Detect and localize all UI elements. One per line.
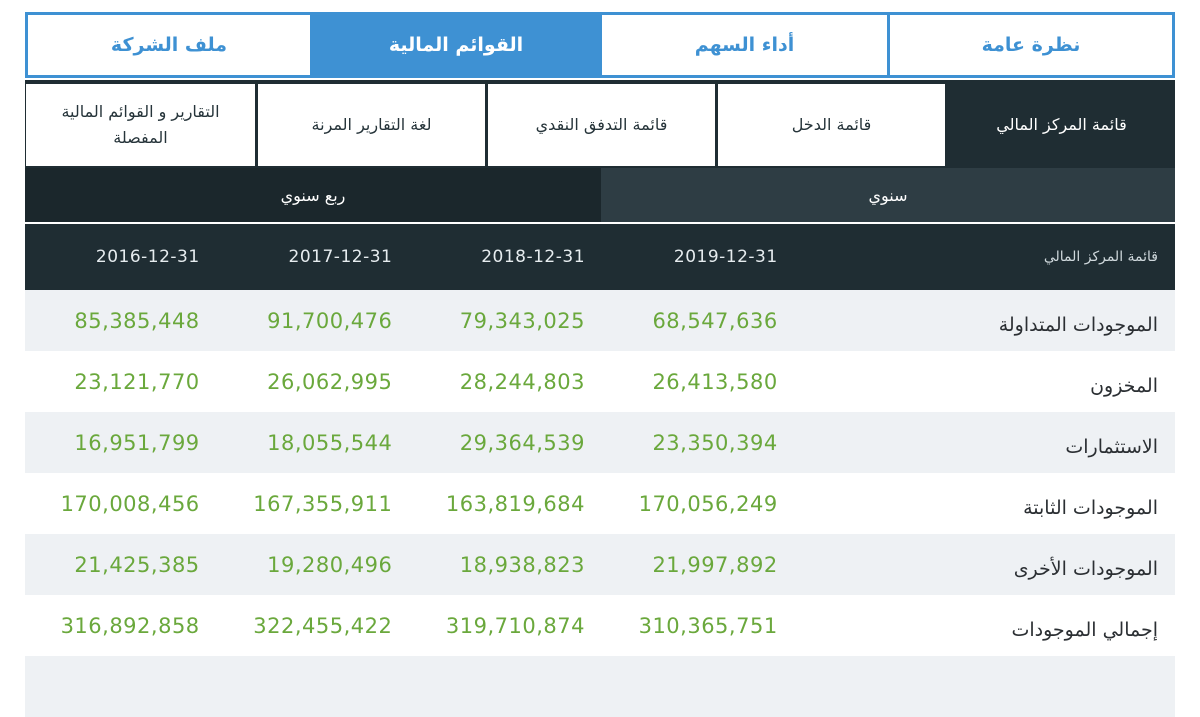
row-label: المخزون — [1090, 374, 1158, 397]
header-label: قائمة المركز المالي — [1043, 249, 1158, 265]
tab-company-profile[interactable]: ملف الشركة — [28, 15, 310, 75]
column-date: 2016-12-31 — [95, 247, 200, 267]
row-value: 18,055,544 — [267, 430, 393, 455]
row-value: 310,365,751 — [638, 613, 778, 638]
tab-overview[interactable]: نظرة عامة — [890, 15, 1172, 75]
table-row — [25, 656, 1175, 717]
row-value: 19,280,496 — [267, 552, 393, 577]
row-value: 85,385,448 — [74, 308, 200, 333]
table-body: الموجودات المتداولة 68,547,636 79,343,02… — [25, 290, 1175, 717]
row-value: 170,056,249 — [638, 491, 778, 516]
row-value: 316,892,858 — [60, 613, 200, 638]
tab-income-statement[interactable]: قائمة الدخل — [718, 84, 945, 166]
top-tabs: نظرة عامة أداء السهم القوائم المالية ملف… — [25, 12, 1175, 78]
tab-xbrl[interactable]: لغة التقارير المرنة — [258, 84, 485, 166]
row-label: الموجودات الأخرى — [1013, 557, 1158, 580]
row-value: 163,819,684 — [445, 491, 586, 516]
row-value: 29,364,539 — [459, 430, 586, 455]
period-selector: سنوي ربع سنوي — [25, 168, 1175, 222]
table-row: إجمالي الموجودات 310,365,751 319,710,874… — [25, 595, 1175, 656]
row-value: 23,350,394 — [652, 430, 778, 455]
row-label: الاستثمارات — [1065, 435, 1158, 458]
period-quarterly[interactable]: ربع سنوي — [25, 168, 601, 222]
row-label: الموجودات الثابتة — [1023, 496, 1158, 519]
row-value: 23,121,770 — [74, 369, 200, 394]
row-value: 319,710,874 — [445, 613, 586, 638]
row-label: الموجودات المتداولة — [998, 313, 1158, 336]
tab-cash-flow[interactable]: قائمة التدفق النقدي — [488, 84, 715, 166]
row-value: 322,455,422 — [253, 613, 393, 638]
table-row: الموجودات الأخرى 21,997,892 18,938,823 1… — [25, 534, 1175, 595]
row-value: 26,062,995 — [267, 369, 393, 394]
statement-tabs: قائمة المركز المالي قائمة الدخل قائمة ال… — [25, 80, 1175, 168]
row-label: إجمالي الموجودات — [1011, 618, 1158, 641]
tab-balance-sheet[interactable]: قائمة المركز المالي — [948, 84, 1175, 166]
row-value: 16,951,799 — [74, 430, 200, 455]
column-date: 2017-12-31 — [288, 247, 393, 267]
row-value: 68,547,636 — [652, 308, 778, 333]
row-value: 21,425,385 — [74, 552, 200, 577]
period-annual[interactable]: سنوي — [601, 168, 1175, 222]
table-row: الموجودات الثابتة 170,056,249 163,819,68… — [25, 473, 1175, 534]
row-value: 170,008,456 — [60, 491, 200, 516]
row-value: 28,244,803 — [459, 369, 586, 394]
table-header: قائمة المركز المالي 2019-12-31 2018-12-3… — [25, 224, 1175, 290]
tab-stock-performance[interactable]: أداء السهم — [602, 15, 887, 75]
row-value: 18,938,823 — [459, 552, 586, 577]
column-date: 2019-12-31 — [673, 247, 778, 267]
financial-statements-widget: نظرة عامة أداء السهم القوائم المالية ملف… — [25, 12, 1175, 717]
table-row: الموجودات المتداولة 68,547,636 79,343,02… — [25, 290, 1175, 351]
table-row: الاستثمارات 23,350,394 29,364,539 18,055… — [25, 412, 1175, 473]
row-value: 167,355,911 — [253, 491, 393, 516]
table-row: المخزون 26,413,580 28,244,803 26,062,995… — [25, 351, 1175, 412]
row-value: 26,413,580 — [652, 369, 778, 394]
column-date: 2018-12-31 — [481, 247, 586, 267]
row-value: 91,700,476 — [267, 308, 393, 333]
tab-detailed-reports[interactable]: التقارير و القوائم المالية المفصلة — [26, 84, 255, 166]
tab-financial-statements[interactable]: القوائم المالية — [313, 15, 599, 75]
row-value: 79,343,025 — [459, 308, 586, 333]
row-value: 21,997,892 — [652, 552, 778, 577]
